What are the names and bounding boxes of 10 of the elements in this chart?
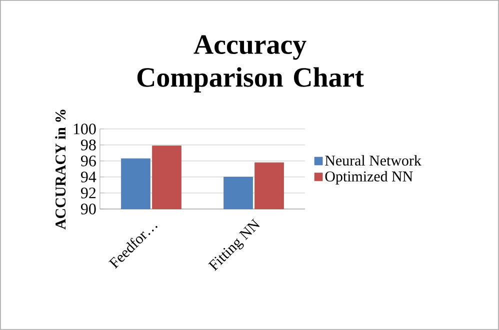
y-tick-label: 100 [74,124,96,134]
y-tick-label: 90 [80,204,96,214]
y-tick-label: 96 [80,156,96,166]
chart-title: Accuracy Comparison Chart [137,35,364,93]
legend-label: Neural Network [325,155,422,166]
legend-label: Optimized NN [325,171,413,185]
y-tick-label: 92 [80,188,96,198]
y-axis-title: ACCURACY in % [55,110,66,230]
y-tick-label: 98 [80,140,96,150]
y-tick-label: 94 [80,172,96,182]
